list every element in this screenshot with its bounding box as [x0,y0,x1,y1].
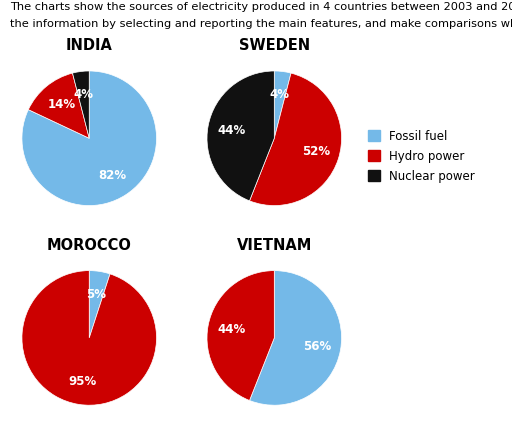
Title: MOROCCO: MOROCCO [47,238,132,253]
Wedge shape [207,271,274,401]
Wedge shape [28,73,89,138]
Wedge shape [22,71,157,205]
Text: 5%: 5% [86,288,106,301]
Text: 56%: 56% [303,340,331,353]
Text: the information by selecting and reporting the main features, and make compariso: the information by selecting and reporti… [10,19,512,29]
Title: VIETNAM: VIETNAM [237,238,312,253]
Wedge shape [207,71,274,201]
Text: 95%: 95% [68,375,97,388]
Text: 44%: 44% [217,323,245,336]
Wedge shape [22,271,157,405]
Text: 52%: 52% [302,145,330,158]
Wedge shape [73,71,89,138]
Wedge shape [274,71,291,138]
Title: SWEDEN: SWEDEN [239,38,310,53]
Text: 82%: 82% [99,169,127,182]
Title: INDIA: INDIA [66,38,113,53]
Wedge shape [249,271,342,405]
Legend: Fossil fuel, Hydro power, Nuclear power: Fossil fuel, Hydro power, Nuclear power [365,126,478,186]
Text: The charts show the sources of electricity produced in 4 countries between 2003 : The charts show the sources of electrici… [10,2,512,12]
Wedge shape [89,271,110,338]
Text: 44%: 44% [217,124,245,136]
Wedge shape [249,73,342,205]
Text: 4%: 4% [74,88,94,101]
Text: 14%: 14% [47,98,75,111]
Text: 4%: 4% [270,88,290,101]
